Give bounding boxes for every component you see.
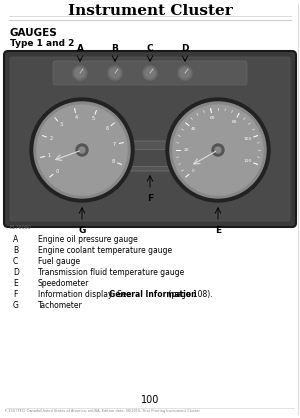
Circle shape [34,102,130,198]
Text: F-150 (TFC) Canada/United States of America, enUSA, Edition date: 08/2015, First: F-150 (TFC) Canada/United States of Amer… [5,409,200,413]
Text: G: G [13,301,19,310]
Text: 80: 80 [231,120,237,124]
Circle shape [37,105,127,195]
FancyBboxPatch shape [10,57,290,221]
Circle shape [173,105,263,195]
Circle shape [166,98,270,202]
Text: Type 1 and 2: Type 1 and 2 [10,39,74,48]
Text: F: F [147,194,153,203]
Circle shape [178,66,192,80]
FancyBboxPatch shape [4,51,296,227]
Text: Tachometer: Tachometer [38,301,83,310]
Circle shape [76,144,88,156]
Circle shape [180,68,190,78]
Text: Transmission fluid temperature gauge: Transmission fluid temperature gauge [38,268,184,277]
Text: G: G [78,226,86,235]
Circle shape [30,98,134,202]
Text: 7: 7 [113,142,116,147]
Text: (page 108).: (page 108). [166,290,213,299]
Circle shape [75,68,85,78]
Text: 8: 8 [111,159,115,164]
Text: Fuel gauge: Fuel gauge [38,257,80,266]
Text: 3: 3 [59,122,62,127]
Text: D: D [181,44,189,53]
Text: E176090: E176090 [10,225,32,230]
Circle shape [79,147,85,153]
Text: 100: 100 [141,395,159,405]
Text: General Information: General Information [109,290,197,299]
Text: 4: 4 [75,115,78,120]
Text: 2: 2 [50,136,52,141]
Text: 0: 0 [55,169,58,174]
Text: 1: 1 [48,153,51,158]
FancyBboxPatch shape [53,61,247,85]
Text: 6: 6 [106,126,109,131]
Text: Instrument Cluster: Instrument Cluster [68,4,232,18]
Text: B: B [112,44,118,53]
Text: 20: 20 [183,148,189,152]
Text: 40: 40 [191,127,196,131]
Text: 5: 5 [92,117,95,122]
Text: A: A [76,44,83,53]
FancyBboxPatch shape [117,141,183,171]
Circle shape [108,66,122,80]
Text: 100: 100 [244,137,252,141]
Circle shape [110,68,120,78]
Circle shape [212,144,224,156]
Text: 60: 60 [210,117,215,120]
Text: E: E [13,279,18,288]
Circle shape [143,66,157,80]
Text: D: D [13,268,19,277]
Text: Engine oil pressure gauge: Engine oil pressure gauge [38,235,138,244]
Text: GAUGES: GAUGES [10,28,58,38]
Text: A: A [13,235,18,244]
Text: E: E [215,226,221,235]
Text: F: F [13,290,17,299]
Text: 0: 0 [192,168,195,173]
Circle shape [170,102,266,198]
Text: C: C [13,257,18,266]
FancyBboxPatch shape [122,150,178,166]
Circle shape [145,68,155,78]
Text: Engine coolant temperature gauge: Engine coolant temperature gauge [38,246,172,255]
Text: B: B [13,246,18,255]
Text: Information display  See: Information display See [38,290,134,299]
Text: Speedometer: Speedometer [38,279,89,288]
Circle shape [73,66,87,80]
Circle shape [215,147,221,153]
Text: C: C [147,44,153,53]
Text: 120: 120 [244,159,252,163]
